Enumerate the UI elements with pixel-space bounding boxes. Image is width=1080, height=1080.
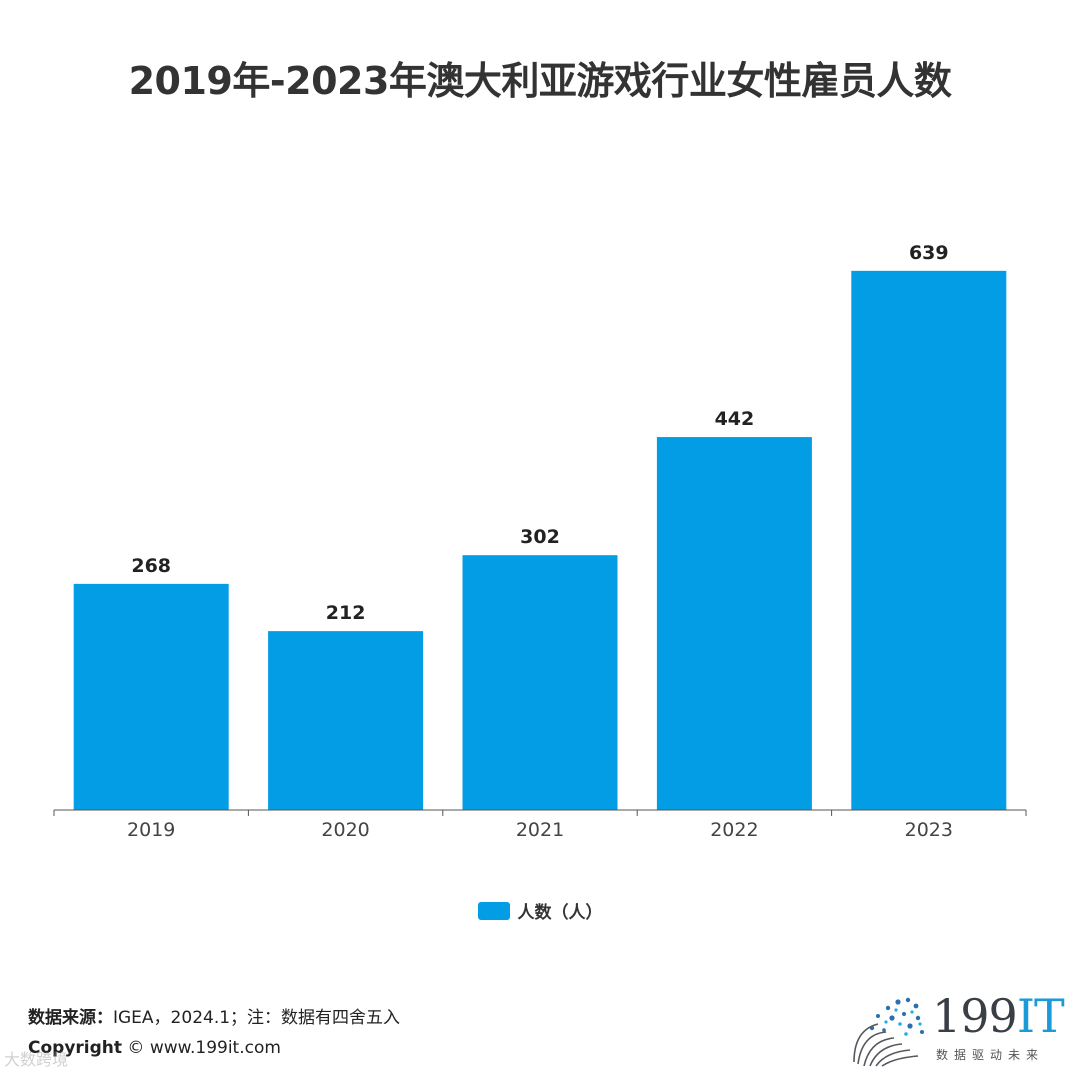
logo-main-prefix: 199 [932,989,1018,1043]
data-source: 数据来源：IGEA，2024.1；注：数据有四舍五入 [28,1003,400,1028]
x-tick-label-2021: 2021 [516,819,564,841]
copyright: Copyright © www.199it.com [28,1038,281,1058]
logo-199it: 199IT 数据驱动未来 [848,990,1068,1070]
logo-main-suffix: IT [1016,989,1065,1043]
legend-label: 人数（人） [517,903,603,923]
legend: 人数（人） [0,898,1080,923]
source-text: IGEA，2024.1；注：数据有四舍五入 [113,1008,401,1028]
bar-2023 [851,270,1007,810]
copyright-label: Copyright [28,1038,123,1058]
x-tick-label-2020: 2020 [321,819,369,841]
logo-dots-icon [853,997,924,1067]
bar-2019 [73,583,229,810]
chart-title: 2019年-2023年澳大利亚游戏行业女性雇员人数 [128,59,952,103]
data-label-2021: 302 [520,526,560,548]
legend-swatch [477,901,510,920]
logo-text: 199IT [932,989,1065,1043]
bar-chart: 268 2019 212 2020 302 2021 442 2022 639 2023 [53,242,1027,841]
copyright-text: © www.199it.com [127,1038,281,1058]
logo-tagline: 数据驱动未来 [936,1048,1045,1062]
data-label-2023: 639 [909,242,949,264]
source-label: 数据来源： [28,1008,113,1028]
bar-2022 [656,437,812,810]
x-tick-label-2019: 2019 [127,819,175,841]
data-label-2019: 268 [131,555,171,577]
bar-2020 [268,631,424,810]
bar-2021 [462,555,618,810]
data-label-2020: 212 [326,602,366,624]
x-tick-label-2022: 2022 [710,819,758,841]
x-tick-label-2023: 2023 [905,819,953,841]
data-label-2022: 442 [715,408,755,430]
